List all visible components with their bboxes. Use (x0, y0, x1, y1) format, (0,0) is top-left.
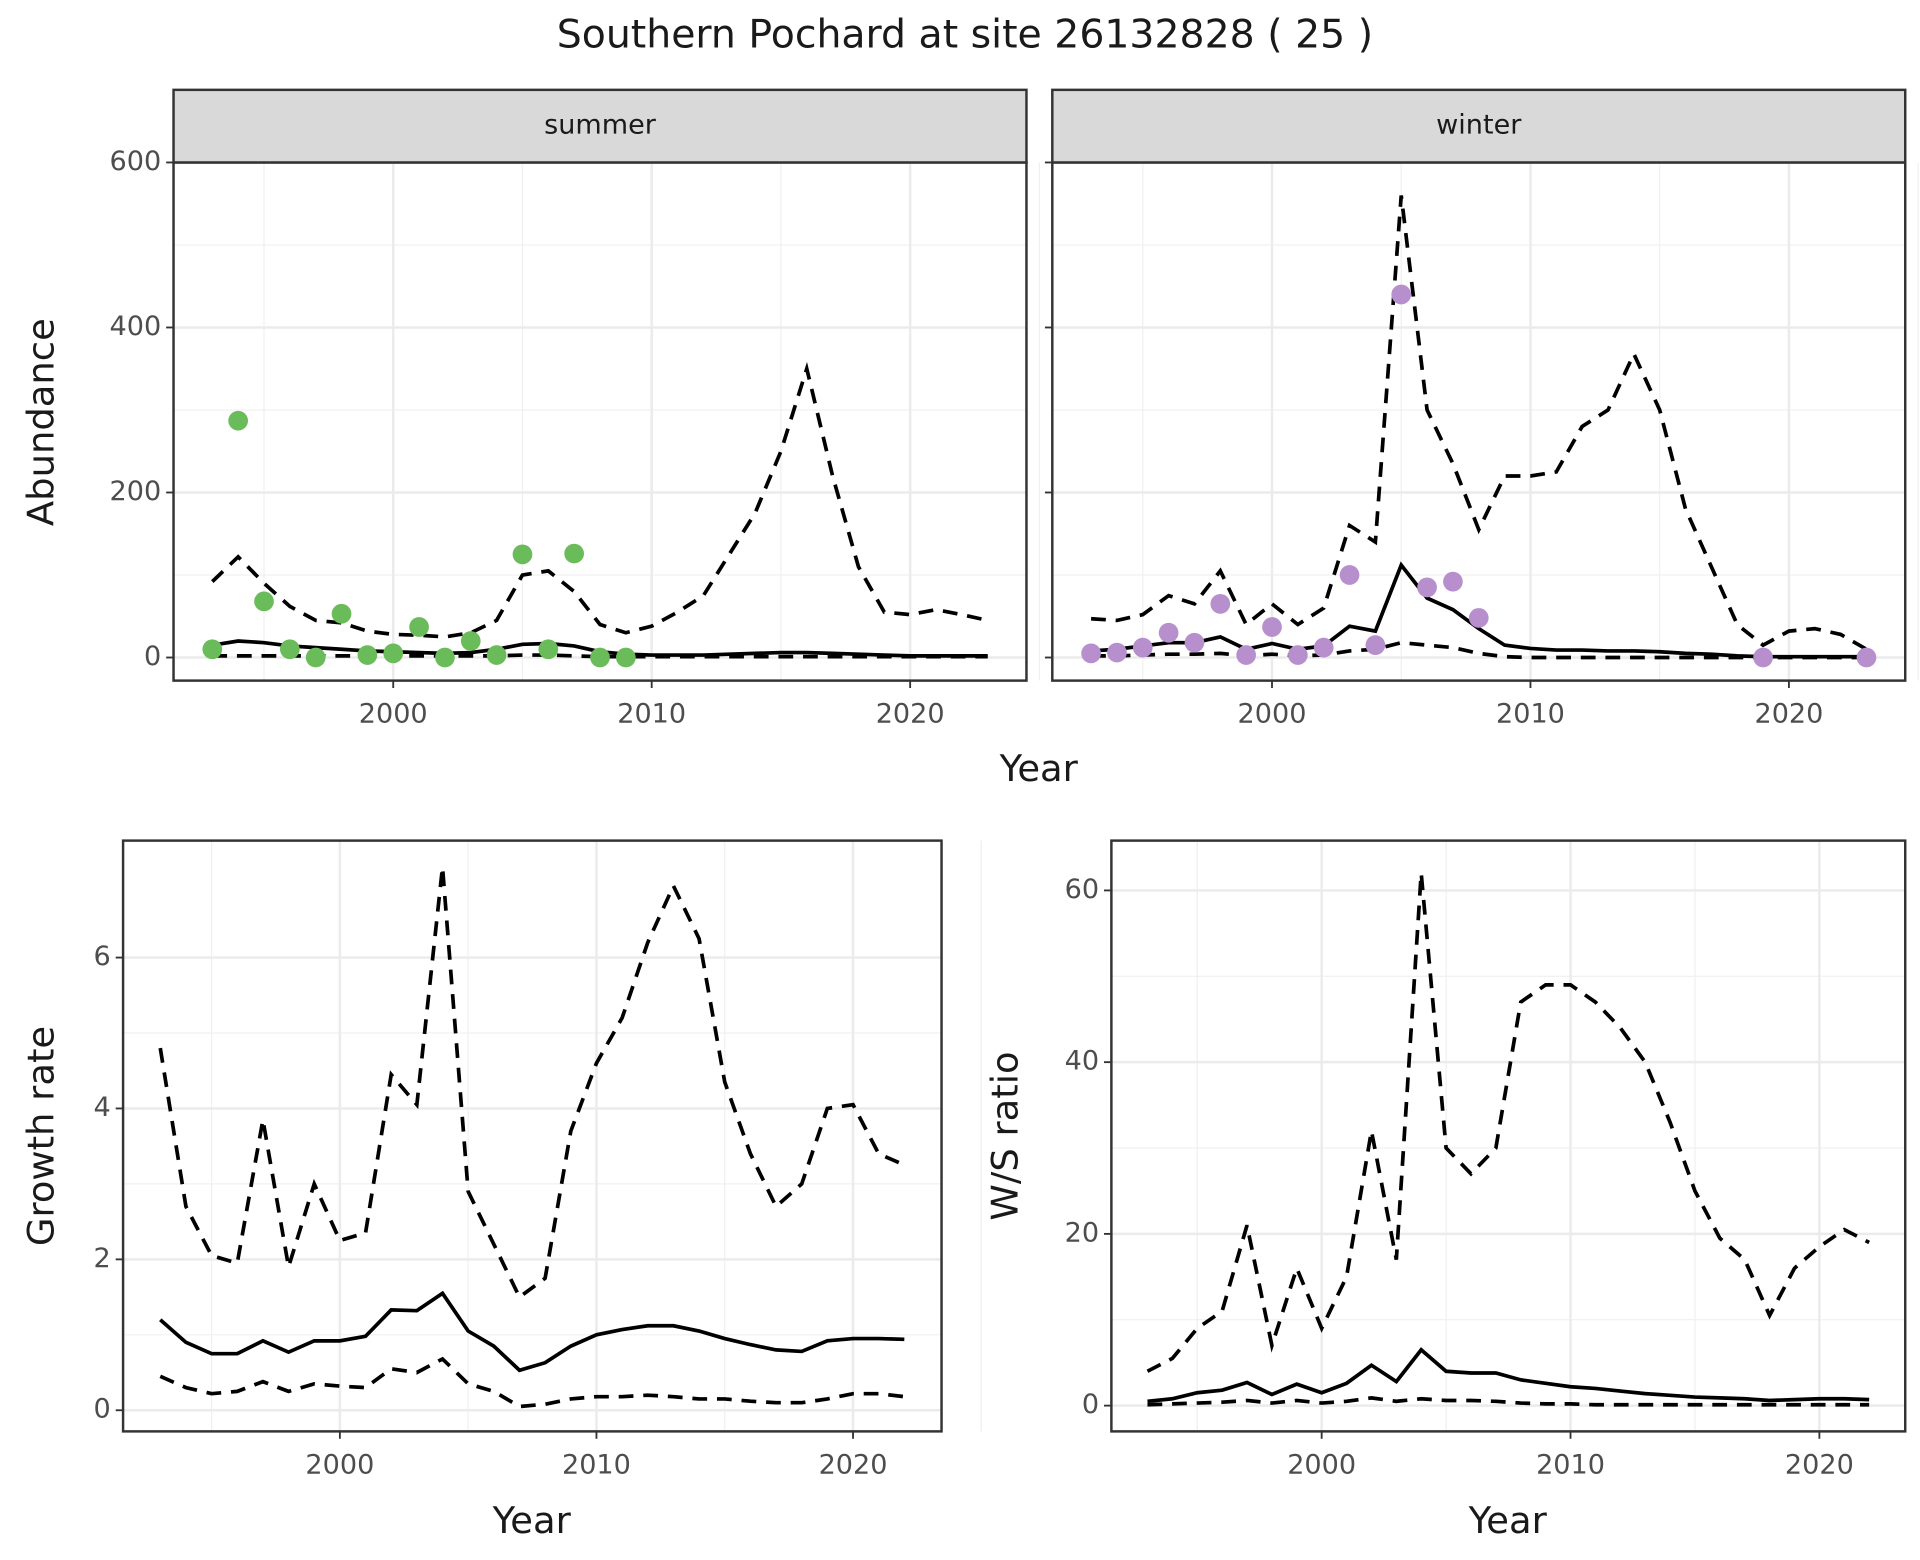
y-tick-label: 200 (110, 476, 162, 507)
data-point (1210, 594, 1231, 614)
data-point (435, 647, 455, 668)
x-tick-label: 2020 (819, 1449, 888, 1480)
data-point (383, 643, 404, 664)
y-tick-label: 40 (1065, 1046, 1099, 1077)
x-tick-label: 2010 (562, 1449, 631, 1480)
data-point (202, 639, 223, 660)
series-line (1147, 1347, 1870, 1404)
series-line (1091, 640, 1867, 660)
series-line (159, 1356, 905, 1409)
data-point (616, 647, 636, 668)
data-point (590, 647, 610, 668)
y-tick-label: 2 (94, 1243, 111, 1274)
x-tick-label: 2010 (1536, 1449, 1605, 1480)
facet-strip (172, 88, 1028, 164)
data-point (1856, 647, 1877, 668)
y-tick-label: 20 (1065, 1217, 1099, 1248)
data-point (564, 543, 584, 564)
series-line (158, 866, 906, 1300)
y-tick-label: 6 (94, 941, 111, 972)
data-point (1184, 632, 1205, 653)
x-axis-title: Year (1468, 1499, 1548, 1542)
y-tick-label: 0 (94, 1394, 111, 1425)
y-tick-label: 0 (1082, 1389, 1099, 1420)
data-point (357, 645, 378, 665)
y-tick-label: 60 (1065, 874, 1099, 905)
data-point (486, 645, 507, 665)
panel-background (173, 162, 1027, 681)
y-tick-label: 4 (94, 1092, 111, 1123)
data-point (1262, 617, 1282, 637)
y-tick-label: 0 (144, 641, 161, 672)
data-point (1365, 635, 1386, 655)
x-tick-label: 2000 (1238, 699, 1307, 730)
data-point (1236, 645, 1256, 665)
series-line (212, 653, 988, 659)
data-point (1443, 571, 1463, 592)
data-point (1391, 284, 1412, 305)
series-line (1146, 873, 1870, 1373)
x-tick-label: 2020 (876, 699, 945, 730)
data-point (228, 410, 248, 431)
data-point (305, 647, 326, 668)
x-tick-label: 2010 (1496, 699, 1565, 730)
data-point (1132, 637, 1153, 658)
y-tick-label: 400 (110, 311, 162, 342)
x-axis-title: Year (999, 747, 1079, 790)
facet-label: summer (544, 110, 657, 141)
panel-border (1110, 839, 1907, 1433)
data-point (460, 631, 481, 651)
x-axis-title: Year (492, 1499, 572, 1542)
y-axis-title: Growth rate (20, 1026, 63, 1246)
data-point (1107, 642, 1127, 663)
data-point (280, 639, 300, 660)
data-point (1288, 645, 1308, 665)
data-point (1158, 622, 1179, 643)
series-line (159, 1290, 905, 1373)
data-point (1339, 565, 1360, 585)
x-tick-label: 2000 (1287, 1449, 1356, 1480)
panel-border (121, 839, 943, 1433)
series-line (211, 361, 989, 639)
y-axis-title: Abundance (20, 318, 63, 526)
data-point (1468, 608, 1489, 628)
data-point (1417, 577, 1437, 598)
x-tick-label: 2000 (305, 1449, 374, 1480)
data-point (1081, 643, 1101, 664)
data-point (331, 603, 352, 624)
panel-background (1111, 840, 1906, 1432)
x-tick-label: 2020 (1754, 699, 1823, 730)
x-tick-label: 2020 (1785, 1449, 1854, 1480)
data-point (538, 639, 559, 660)
data-point (1753, 647, 1773, 668)
data-point (1313, 637, 1334, 658)
x-tick-label: 2010 (617, 699, 686, 730)
facet-strip (1051, 88, 1907, 164)
series-line (1090, 195, 1868, 651)
series-line (1147, 1396, 1870, 1407)
figure-title: Southern Pochard at site 26132828 ( 25 ) (557, 11, 1373, 57)
panel-background (1052, 162, 1906, 681)
x-tick-label: 2000 (359, 699, 428, 730)
data-point (254, 591, 274, 612)
y-tick-label: 600 (110, 146, 162, 177)
facet-label: winter (1436, 110, 1522, 141)
y-axis-title: W/S ratio (983, 1051, 1026, 1220)
data-point (512, 544, 533, 565)
data-point (409, 617, 429, 637)
